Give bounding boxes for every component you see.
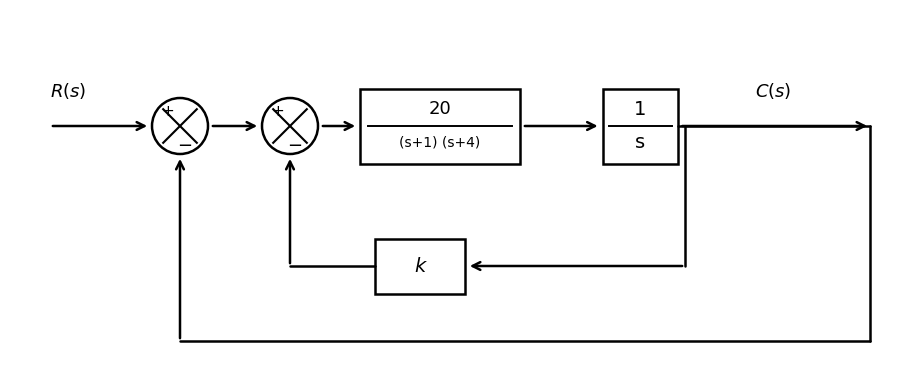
FancyBboxPatch shape bbox=[375, 238, 465, 294]
Text: $R(s)$: $R(s)$ bbox=[50, 81, 86, 101]
FancyBboxPatch shape bbox=[360, 88, 520, 164]
Text: $C(s)$: $C(s)$ bbox=[755, 81, 791, 101]
Text: 1: 1 bbox=[633, 100, 646, 119]
Text: −: − bbox=[176, 137, 192, 155]
Text: s: s bbox=[635, 133, 645, 152]
Text: −: − bbox=[286, 137, 302, 155]
FancyBboxPatch shape bbox=[602, 88, 677, 164]
Text: (s+1) (s+4): (s+1) (s+4) bbox=[399, 135, 481, 150]
Text: k: k bbox=[414, 256, 426, 276]
Text: +: + bbox=[271, 105, 284, 120]
Text: 20: 20 bbox=[429, 100, 452, 118]
Text: +: + bbox=[161, 105, 174, 120]
